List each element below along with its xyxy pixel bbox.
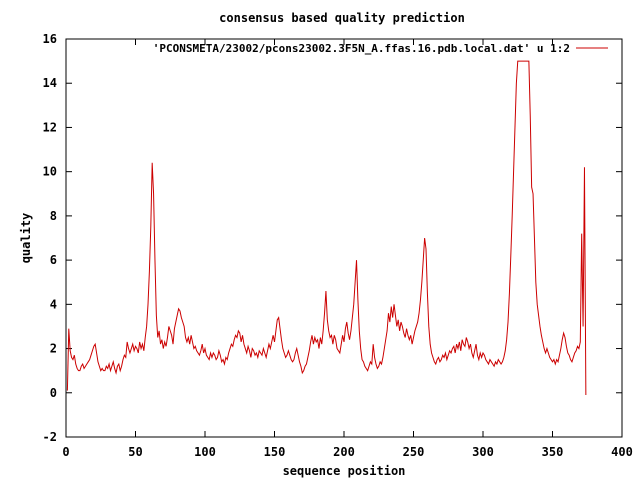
y-axis-label: quality (19, 213, 33, 264)
y-tick-label: 8 (50, 209, 57, 223)
y-tick-label: 2 (50, 342, 57, 356)
x-tick-label: 400 (611, 445, 633, 459)
y-tick-label: 14 (43, 76, 57, 90)
chart-title: consensus based quality prediction (219, 11, 465, 25)
x-tick-label: 200 (333, 445, 355, 459)
x-axis-label: sequence position (283, 464, 406, 478)
x-tick-label: 0 (62, 445, 69, 459)
y-tick-label: 4 (50, 297, 57, 311)
y-tick-label: -2 (43, 430, 57, 444)
legend: 'PCONSMETA/23002/pcons23002.3F5N_A.ffas.… (153, 42, 608, 55)
data-series (66, 60, 587, 395)
axis-ticks: 0 50 100 150 200 250 300 350 400 -2 0 2 4 6 8 10 12 14 16 (43, 32, 633, 459)
plot-frame (65, 38, 623, 438)
x-tick-label: 350 (542, 445, 564, 459)
x-tick-label: 250 (403, 445, 425, 459)
y-tick-label: 0 (50, 386, 57, 400)
legend-entry-label: 'PCONSMETA/23002/pcons23002.3F5N_A.ffas.… (153, 42, 570, 55)
x-tick-label: 150 (264, 445, 286, 459)
y-tick-label: 12 (43, 120, 57, 134)
y-tick-label: 16 (43, 32, 57, 46)
x-tick-label: 100 (194, 445, 216, 459)
series-line (66, 60, 587, 395)
y-tick-label: 6 (50, 253, 57, 267)
y-tick-label: 10 (43, 165, 57, 179)
x-tick-label: 50 (128, 445, 142, 459)
x-tick-label: 300 (472, 445, 494, 459)
